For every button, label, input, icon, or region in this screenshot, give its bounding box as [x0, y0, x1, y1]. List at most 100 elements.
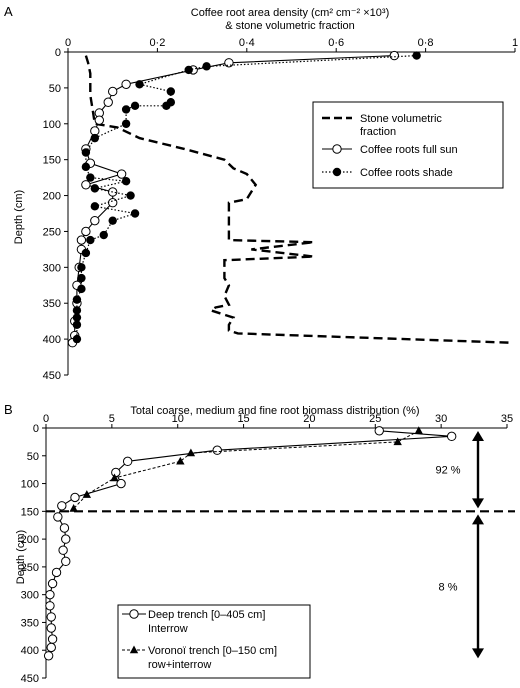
panel-a-series-2-point — [412, 51, 421, 60]
panel-b-series-0-point — [61, 534, 71, 544]
panel-b-title: Total coarse, medium and fine root bioma… — [130, 405, 419, 417]
panel-b-series-0-point — [59, 523, 70, 533]
panel-a-series-2-point — [72, 306, 82, 315]
panel-a-y-tick-label: 300 — [43, 262, 61, 274]
panel-b-series-0-point — [46, 642, 56, 653]
panel-a-series-1-point — [103, 97, 113, 107]
panel-a-series-1-point — [81, 226, 91, 237]
panel-a-title-line2: & stone volumetric fraction — [225, 20, 355, 32]
legend-a-shade-label: Coffee roots shade — [360, 167, 453, 179]
legend-b-voronoi-label-line1: Voronoï trench [0–150 cm] — [148, 645, 277, 657]
panel-b-series-1-line — [73, 430, 420, 509]
panel-a-series — [67, 50, 511, 348]
panel-b-y-tick-label: 200 — [21, 534, 39, 546]
panel-b-x-tick-label: 35 — [501, 413, 513, 425]
legend-b-deep-label-line1: Deep trench [0–405 cm] — [148, 609, 265, 621]
panel-a-x-tick-label: 0·6 — [328, 37, 344, 49]
panel-b-annotations: 92 % 8 % — [46, 431, 515, 659]
panel-a-series-2-point — [90, 202, 100, 211]
panel-a-series-2-point — [121, 119, 131, 128]
panel-a-series-2-point — [121, 177, 131, 186]
legend-b-voronoi-marker — [129, 645, 139, 654]
panel-a-series-2-point — [130, 209, 140, 218]
panel-b-series-0-point — [46, 623, 56, 633]
panel-a-series-2-point — [72, 334, 82, 344]
panel-b-series-1-point — [69, 504, 78, 512]
panel-a-y-tick-label: 100 — [43, 119, 61, 131]
panel-b-letter: B — [4, 402, 13, 417]
panel-a-series-1-line — [71, 55, 395, 343]
panel-b-x-tick-label: 0 — [43, 413, 49, 425]
panel-b-series-1-point — [414, 426, 423, 434]
panel-b-series-0-point — [45, 589, 55, 600]
panel-a-y-tick-label: 350 — [43, 298, 61, 310]
panel-a-series-2-point — [126, 191, 135, 200]
panel-b-series-0-point — [46, 612, 56, 622]
annotation-1-arrow-head-top — [472, 514, 484, 525]
panel-a-series-1-point — [108, 86, 118, 97]
panel-a-series-1-point — [94, 115, 104, 125]
legend-a-stone-label-line1: Stone volumetric — [360, 113, 442, 125]
panel-a-series-1-point — [389, 50, 400, 61]
panel-b-legend-box — [117, 604, 311, 679]
panel-b-x-tick-label: 30 — [435, 413, 447, 425]
legend-b-deep-marker — [129, 609, 139, 619]
panel-a-series-1-point — [116, 169, 127, 179]
panel-a-title-line1: Coffee root area density (cm² cm⁻² ×10³) — [191, 7, 389, 19]
panel-b-x-tick-label: 25 — [369, 413, 381, 425]
panel-a-y-tick-label: 200 — [43, 191, 61, 203]
panel-b-y-tick-label: 250 — [21, 562, 39, 574]
panel-b-y-tick-label: 50 — [27, 451, 39, 463]
annotation-0-arrow-head-bottom — [472, 498, 484, 509]
panel-b-series-0-point — [116, 478, 126, 489]
panel-a-series-2-point — [81, 248, 91, 258]
panel-a-series-2-point — [86, 173, 95, 182]
panel-b-y-tick-label: 300 — [21, 590, 39, 602]
panel-a-series-2-point — [90, 184, 100, 193]
panel-b-series-0-point — [61, 556, 71, 567]
panel-b-series-0-point — [57, 501, 67, 511]
panel-b-y-tick-label: 0 — [33, 423, 39, 435]
legend-b-voronoi-label-line2: row+interrow — [148, 659, 211, 671]
panel-a-series-2-point — [166, 87, 176, 96]
panel-a-series-2-point — [72, 313, 82, 322]
panel-a-series-2-point — [121, 105, 131, 114]
panel-a-y-axis-label: Depth (cm) — [13, 190, 25, 244]
panel-a-x-tick-label: 0 — [65, 37, 71, 49]
panel-b-series-0-point — [51, 567, 62, 578]
panel-b-series-0-point — [122, 456, 133, 467]
panel-b-series-1-point — [186, 448, 196, 457]
panel-b-legend: Deep trench [0–405 cm] Interrow Voronoï tr… — [117, 604, 311, 679]
panel-b-series-0-point — [446, 431, 457, 442]
panel-b-series-0-point — [47, 578, 58, 589]
panel-a-y-tick-label: 250 — [43, 226, 61, 238]
panel-b-x-tick-label: 5 — [109, 413, 115, 425]
legend-a-sun-label: Coffee roots full sun — [360, 144, 458, 156]
panel-b-series-0-point — [111, 467, 121, 478]
panel-b-x-tick-label: 15 — [237, 413, 249, 425]
panel-a-series-2-point — [90, 133, 100, 143]
annotation-1-arrow-head-bottom — [472, 648, 484, 659]
panel-b-series-0-line — [48, 430, 452, 656]
panel-a-x-tick-label: 0·8 — [418, 37, 434, 49]
panel-a-series-2-point — [99, 230, 108, 240]
panel-a-series-1-point — [81, 180, 91, 190]
legend-b-deep-label-line2: Interrow — [148, 623, 188, 635]
panel-a-letter: A — [4, 4, 13, 19]
legend-a-shade-marker — [332, 167, 342, 177]
panel-a-x-tick-label: 0·2 — [149, 37, 165, 49]
panel-b-series-1-point — [176, 456, 185, 465]
panel-a-series-1-point — [224, 58, 234, 68]
panel-b-y-tick-label: 100 — [21, 479, 39, 491]
panel-a-series-1-point — [121, 79, 131, 90]
panel-b-y-tick-label: 450 — [21, 673, 39, 685]
panel-a-series-1-point — [90, 126, 100, 136]
panel-a-x-tick-label: 1 — [512, 37, 518, 49]
legend-a-stone-label-line2: fraction — [360, 126, 396, 138]
panel-a-y-tick-label: 0 — [55, 47, 61, 59]
panel-a-series-2-point — [77, 284, 86, 294]
panel-a-series-2-point — [202, 62, 211, 71]
panel-b-axes: 0 5 10 15 20 25 30 3505010015020025030035040045… — [21, 413, 513, 685]
panel-b-series-0-point — [212, 445, 222, 455]
